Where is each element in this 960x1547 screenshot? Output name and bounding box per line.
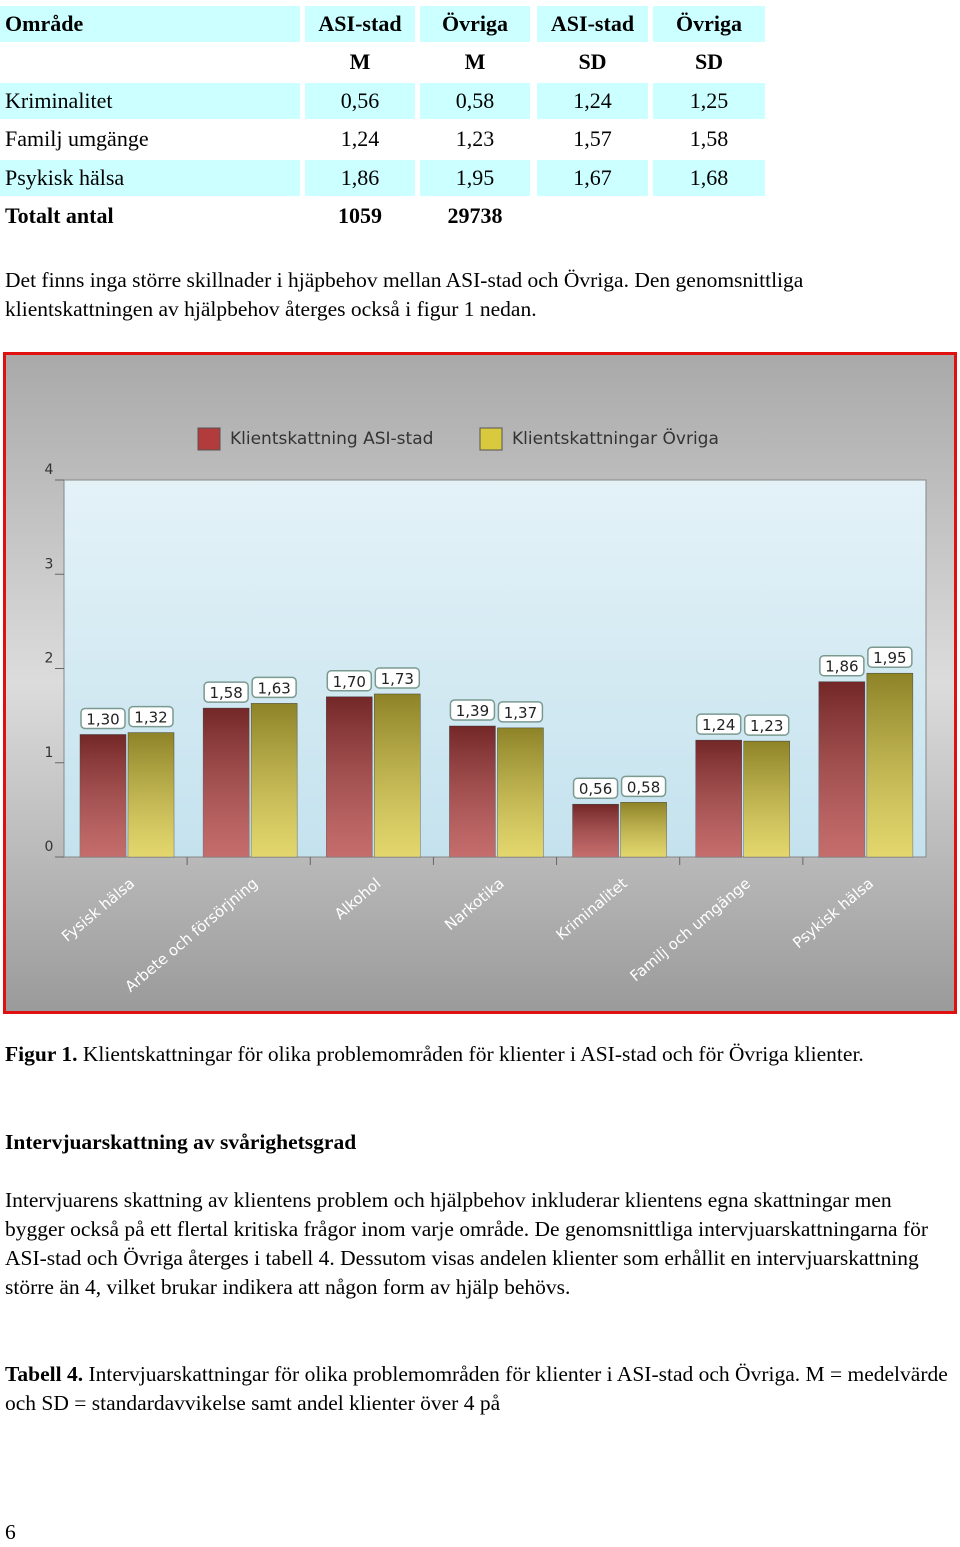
bar-shade — [449, 725, 496, 857]
legend-swatch — [479, 427, 503, 451]
value-label: 1,32 — [134, 709, 167, 727]
table-caption: Tabell 4. Intervjuarskattningar för olik… — [5, 1360, 955, 1418]
value-label-box — [251, 676, 297, 699]
value-label-box — [620, 775, 667, 798]
table-cell: 1,24 — [340, 126, 380, 152]
value-label-box — [80, 707, 126, 730]
table-cell: ASI-stad — [537, 6, 648, 42]
table-cell: Övriga — [653, 6, 765, 42]
table-cell: 1,95 — [420, 159, 530, 196]
value-label-box — [326, 670, 373, 692]
value-label: 1,23 — [750, 717, 783, 735]
table-cell: Psykisk hälsa — [0, 159, 300, 196]
bar-shade — [326, 696, 373, 857]
bar-shade — [497, 727, 544, 857]
paragraph: Intervjuarens skattning av klientens pro… — [5, 1188, 928, 1299]
table-cell: 29738 — [447, 203, 503, 228]
value-label: 1,39 — [456, 702, 489, 720]
bar-shade — [743, 741, 790, 857]
legend-label: Klientskattning ASI-stad — [230, 429, 433, 449]
table-cell: SD — [578, 49, 607, 75]
bar-shade — [866, 673, 913, 857]
value-label: 1,24 — [702, 716, 735, 734]
y-tick-label: 4 — [45, 462, 54, 478]
value-label-box — [743, 714, 790, 736]
paragraph: Det finns inga större skillnader i hjäpb… — [5, 268, 804, 321]
table-cell: 1,68 — [653, 159, 765, 196]
table-cell: 1,67 — [537, 159, 648, 196]
heading: Intervjuarskattning av svårighetsgrad — [5, 1130, 357, 1154]
table-cell: 1,86 — [305, 159, 415, 196]
table-cell: 1059 — [338, 203, 382, 228]
table-cell: M — [349, 49, 371, 75]
value-label: 1,70 — [333, 673, 366, 691]
bar-shade — [695, 740, 742, 857]
bar-shade — [80, 734, 126, 857]
table-cell: 1,57 — [573, 126, 612, 152]
y-tick-label: 2 — [45, 651, 54, 667]
value-label: 1,86 — [825, 658, 858, 676]
table-cell: 0,58 — [420, 82, 530, 119]
y-tick-label: 0 — [45, 839, 54, 855]
table-cell: Totalt antal — [5, 203, 114, 228]
table-cell: 1,23 — [455, 126, 495, 152]
caption-text: Klientskattningar för olika problemområd… — [82, 1042, 864, 1066]
table-cell: 0,56 — [305, 82, 415, 119]
y-tick-label: 3 — [45, 556, 54, 572]
value-label-box — [374, 667, 421, 689]
value-label-box — [203, 681, 249, 703]
page-number: 6 — [5, 1520, 16, 1544]
value-label-box — [695, 713, 742, 735]
chart: 0 1 2 3 4 Klientskattning ASI-stad Klientskatt… — [3, 352, 957, 1014]
table-cell — [0, 44, 300, 80]
caption-text: Intervjuarskattningar för olika problemo… — [5, 1362, 948, 1415]
value-label-box — [128, 705, 174, 728]
table-cell: 1,24 — [537, 82, 648, 119]
table-cell: SD — [694, 49, 724, 75]
bar-shade — [374, 693, 421, 857]
table-cell: Familj umgänge — [5, 126, 149, 152]
bar-shade — [203, 708, 250, 857]
table-cell: 1,25 — [653, 82, 765, 119]
legend-label: Klientskattningar Övriga — [512, 427, 719, 449]
value-label-box — [497, 701, 544, 723]
value-label: 0,56 — [579, 780, 612, 798]
value-label-box — [867, 646, 913, 668]
table-cell: Kriminalitet — [0, 82, 300, 119]
figure-caption: Figur 1. Klientskattningar för olika pro… — [5, 1040, 955, 1069]
y-tick-label: 1 — [45, 745, 54, 761]
caption-label: Figur 1. — [5, 1042, 78, 1066]
value-label: 0,58 — [627, 778, 660, 796]
bar-shade — [620, 802, 667, 857]
value-label: 1,95 — [873, 649, 906, 667]
value-label: 1,73 — [381, 670, 414, 688]
table-cell: M — [464, 49, 486, 75]
bar-shade — [251, 703, 298, 857]
value-label: 1,30 — [86, 710, 119, 728]
value-label: 1,58 — [209, 684, 242, 702]
value-label-box — [449, 699, 496, 721]
table-cell: 1,58 — [689, 126, 729, 152]
table-cell: Område — [0, 6, 300, 42]
caption-label: Tabell 4. — [5, 1362, 84, 1386]
value-label: 1,63 — [257, 679, 290, 697]
value-label-box — [572, 777, 619, 799]
legend-swatch — [197, 427, 221, 451]
bar-shade — [818, 681, 865, 857]
table-cell: ASI-stad — [305, 6, 415, 42]
table-cell: Övriga — [420, 6, 530, 42]
bar-shade — [572, 804, 619, 857]
value-label: 1,37 — [504, 704, 537, 722]
value-label-box — [819, 654, 865, 677]
bar-shade — [128, 732, 174, 857]
